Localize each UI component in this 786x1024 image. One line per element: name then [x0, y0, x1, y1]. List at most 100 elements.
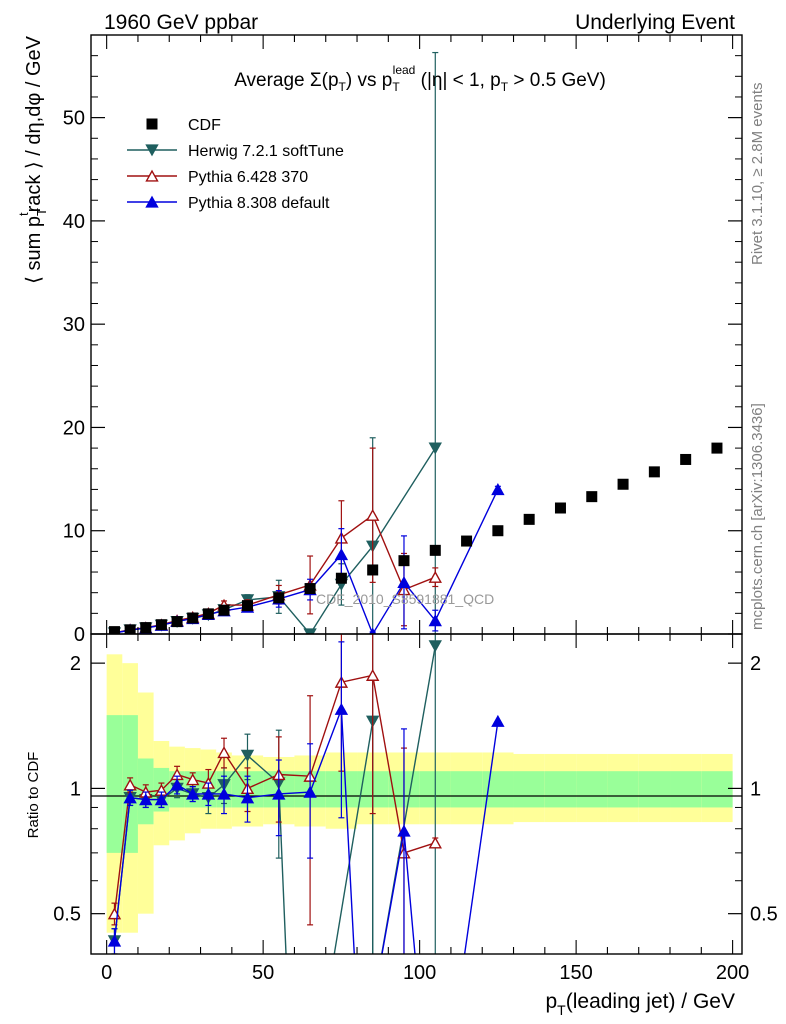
- ratio-pythia8-point: [217, 787, 231, 800]
- main-cdf-point: [108, 626, 120, 634]
- main-cdf-point: [273, 592, 285, 604]
- ratio-inner-band: [482, 771, 514, 808]
- legend-label-pythia6: Pythia 6.428 370: [188, 169, 308, 186]
- ratio-pythia6-point: [365, 668, 380, 681]
- ratio-y-tick-label: 1: [70, 778, 81, 800]
- ratio-panel: 0.5 0.5 1 1 2 2 0 50 100 150 200 Ratio to CDF pT(l…: [25, 633, 778, 1018]
- main-pythia8-point: [397, 575, 411, 589]
- main-cdf-point: [304, 583, 316, 595]
- x-tick-label: 0: [101, 962, 112, 984]
- y-tick-label: 20: [63, 417, 85, 439]
- main-pythia8-point: [369, 627, 377, 634]
- ratio-pythia8-point: [107, 934, 122, 947]
- ratio-y-tick-label-right: 0.5: [750, 904, 778, 926]
- ratio-pythia8-series: [107, 641, 505, 954]
- ratio-inner-band: [106, 715, 123, 853]
- ratio-pythia8-point: [154, 793, 169, 806]
- main-cdf-point: [680, 453, 692, 465]
- ratio-inner-band: [576, 771, 608, 808]
- ratio-inner-band: [670, 771, 702, 808]
- ratio-inner-band: [544, 771, 577, 808]
- ratio-y-tick-label: 2: [70, 653, 81, 675]
- ratio-inner-band: [607, 771, 639, 808]
- main-pythia8-line: [114, 489, 499, 634]
- main-pythia8-point: [428, 614, 442, 627]
- ratio-pythia6-point: [217, 746, 231, 759]
- ratio-pythia8-point: [139, 793, 153, 806]
- main-pythia8-series: [110, 483, 505, 634]
- ratio-pythia8-point: [491, 714, 505, 727]
- main-cdf-point: [554, 502, 566, 514]
- main-cdf-point: [171, 616, 183, 628]
- y-tick-label: 30: [63, 314, 85, 336]
- main-cdf-point: [648, 466, 660, 478]
- y-tick-label: 10: [63, 521, 85, 543]
- main-pythia8-point: [334, 548, 349, 561]
- legend-label-herwig: Herwig 7.2.1 softTune: [188, 143, 344, 160]
- main-pythia6-point: [428, 570, 442, 583]
- ratio-inner-band: [638, 771, 671, 808]
- ratio-pythia8-point: [240, 791, 255, 804]
- main-panel: 0 10 20 30 40 50 Average Σ(pT) vs pTlead (|η|…: [16, 34, 743, 646]
- main-cdf-point: [155, 619, 167, 631]
- legend-marker-herwig: [145, 144, 159, 157]
- ratio-pythia8-point: [397, 824, 411, 837]
- legend-marker-pythia8: [145, 195, 159, 208]
- main-cdf-point: [335, 572, 347, 584]
- x-axis-label: pT(leading jet) / GeV: [545, 990, 735, 1018]
- main-pythia8-point: [491, 483, 505, 496]
- header-left: 1960 GeV ppbar: [104, 11, 258, 34]
- y-tick-label: 50: [63, 108, 85, 130]
- ratio-inner-band: [513, 771, 545, 808]
- main-cdf-point: [187, 612, 199, 624]
- main-cdf-series: [108, 442, 723, 634]
- analysis-tag: CDF_2010_S8591881_QCD: [316, 591, 494, 607]
- ratio-pythia8-point: [303, 785, 317, 798]
- header-right: Underlying Event: [575, 11, 735, 34]
- x-tick-label: 100: [403, 962, 436, 984]
- main-cdf-point: [492, 525, 504, 537]
- main-herwig-point: [303, 628, 317, 634]
- ratio-pythia8-point: [201, 787, 216, 800]
- main-cdf-point: [140, 622, 152, 634]
- legend: CDF Herwig 7.2.1 softTune Pythia 6.428 370…: [127, 117, 344, 212]
- main-cdf-point: [429, 544, 441, 556]
- y-tick-label: 40: [63, 211, 85, 233]
- ratio-pythia8-point: [186, 787, 200, 800]
- mcplots-label: mcplots.cern.ch [arXiv:1306.3436]: [749, 403, 766, 630]
- ratio-pythia8-point: [334, 702, 349, 715]
- main-cdf-point: [367, 564, 379, 576]
- x-tick-label: 200: [716, 962, 749, 984]
- ratio-y-tick-label-right: 1: [750, 778, 761, 800]
- main-cdf-point: [241, 600, 253, 612]
- ratio-herwig-point: [428, 640, 442, 653]
- main-cdf-point: [711, 442, 723, 454]
- ratio-y-tick-label: 0.5: [53, 904, 81, 926]
- ratio-frame: [90, 633, 743, 955]
- main-cdf-point: [398, 555, 410, 567]
- legend-marker-pythia6: [145, 169, 159, 182]
- ratio-pythia6-point: [186, 773, 200, 786]
- main-cdf-point: [202, 608, 214, 620]
- main-pythia6-line: [114, 514, 436, 634]
- ratio-inner-band: [701, 771, 733, 808]
- x-tick-label: 50: [252, 962, 274, 984]
- main-pythia6-point: [365, 508, 380, 521]
- legend-label-pythia8: Pythia 8.308 default: [188, 195, 330, 212]
- ratio-pythia8-point: [272, 787, 286, 800]
- main-cdf-point: [124, 624, 136, 634]
- main-cdf-point: [218, 604, 230, 616]
- chart-title: Average Σ(pT) vs pTlead (|η| < 1, pT > 0…: [234, 63, 606, 94]
- ratio-pythia6-point: [428, 836, 442, 849]
- main-herwig-series: [107, 51, 442, 634]
- legend-marker-cdf: [146, 118, 158, 130]
- ratio-pythia8-point: [123, 791, 137, 804]
- main-cdf-point: [617, 478, 629, 490]
- main-cdf-point: [523, 513, 535, 525]
- legend-label-cdf: CDF: [188, 117, 221, 134]
- ratio-y-label: Ratio to CDF: [25, 752, 42, 839]
- y-tick-label: 0: [74, 624, 85, 646]
- ratio-pythia8-point: [170, 778, 184, 791]
- main-pythia6-series: [110, 447, 442, 634]
